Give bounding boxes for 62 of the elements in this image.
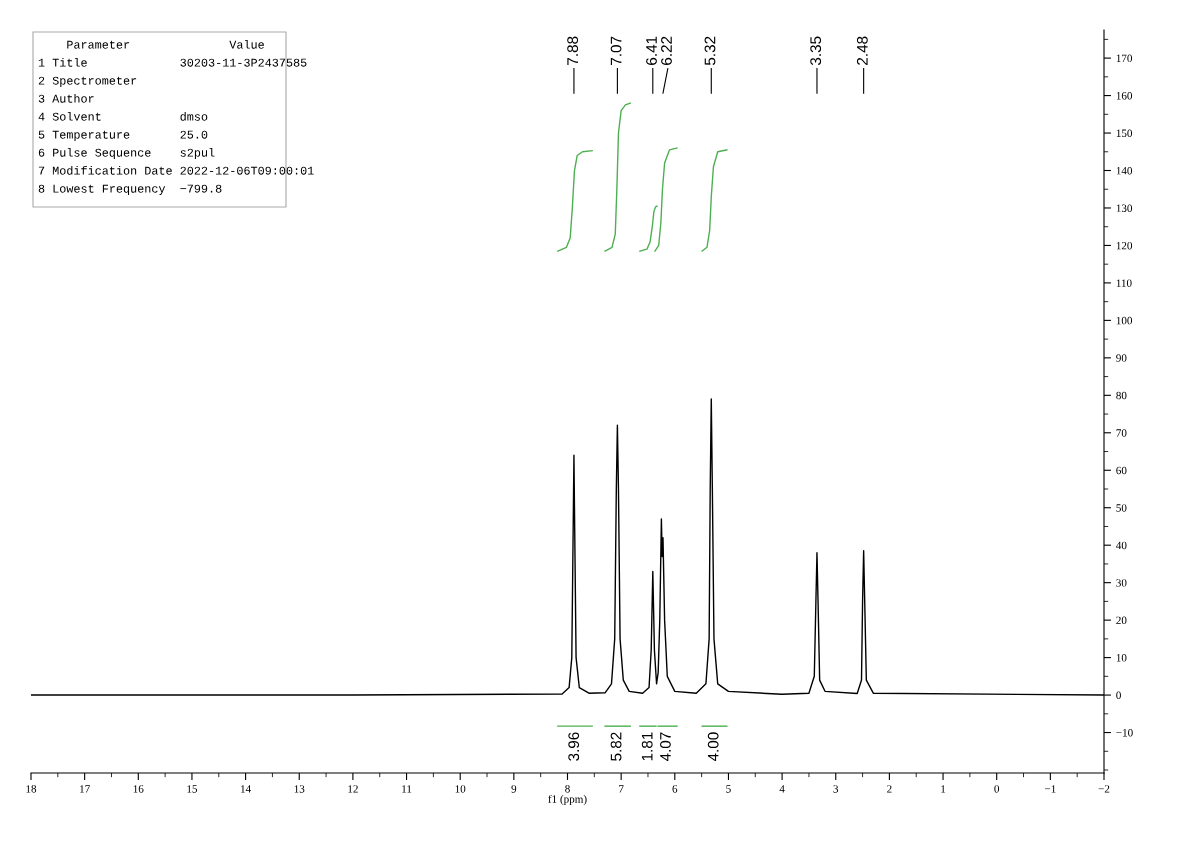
x-tick-label: 14 [241, 785, 251, 793]
annotation: 5 Temperature 25.0 [38, 130, 208, 141]
x-tick-label: 10 [455, 785, 466, 793]
y-tick-label: 20 [1116, 616, 1127, 625]
annotation: 6.22 [661, 36, 672, 65]
x-tick-label: 11 [402, 785, 412, 793]
x-tick-label: 18 [26, 785, 37, 793]
annotation: 1.81 [641, 732, 653, 761]
y-tick-label: 60 [1116, 466, 1127, 475]
annotation: 6 Pulse Sequence s2pul [38, 148, 215, 159]
y-tick-label: 0 [1116, 691, 1121, 700]
annotation: 2.48 [856, 36, 868, 65]
annotation: 6.41 [646, 36, 657, 65]
annotation: 5.32 [704, 36, 716, 66]
y-tick-label: 150 [1116, 129, 1133, 137]
annotation: 7.88 [567, 36, 579, 65]
x-tick-label: 4 [779, 785, 785, 793]
y-tick-label: 120 [1116, 241, 1133, 250]
x-tick-label: 7 [619, 785, 624, 793]
annotation: Parameter Value [67, 40, 264, 49]
annotation: 4.07 [660, 732, 671, 762]
annotation: 5.82 [610, 732, 622, 761]
x-tick-label: 1 [941, 785, 946, 793]
annotation: 2 Spectrometer [38, 76, 137, 87]
y-tick-label: 30 [1116, 579, 1127, 587]
annotation: 3.96 [568, 732, 580, 761]
x-tick-label: 2 [887, 785, 892, 793]
x-tick-label: 15 [187, 785, 198, 793]
y-tick-label: 140 [1116, 166, 1133, 175]
x-tick-label: 8 [565, 785, 570, 793]
y-tick-label: 130 [1116, 204, 1133, 212]
x-tick-label: 3 [833, 785, 839, 793]
annotation: 3.35 [810, 36, 822, 66]
annotation: 4.00 [707, 732, 719, 762]
y-tick-label: 80 [1116, 391, 1127, 400]
x-axis-title: f1 (ppm) [548, 794, 587, 806]
x-tick-label: 5 [726, 785, 731, 793]
y-tick-label: 160 [1116, 92, 1133, 100]
y-tick-label: −10 [1116, 729, 1133, 737]
y-tick-label: 10 [1116, 654, 1127, 662]
y-tick-label: 50 [1116, 504, 1127, 512]
annotation: 4 Solvent dmso [38, 112, 208, 121]
y-tick-label: 100 [1116, 316, 1133, 325]
x-tick-label: 17 [80, 785, 90, 793]
annotation: 3 Author [38, 94, 94, 103]
annotation: 7 Modification Date 2022-12-06T09:00:01 [38, 166, 314, 175]
y-tick-label: 110 [1116, 279, 1132, 287]
y-tick-label: 40 [1116, 541, 1127, 550]
annotation: 7.07 [610, 36, 622, 65]
x-tick-label: 9 [511, 785, 517, 793]
x-tick-label: −2 [1098, 785, 1110, 793]
y-tick-label: 90 [1116, 354, 1127, 362]
annotation: 8 Lowest Frequency −799.8 [38, 184, 222, 195]
x-tick-label: 16 [133, 785, 144, 793]
x-tick-label: −1 [1044, 785, 1056, 793]
y-tick-label: 170 [1116, 54, 1133, 63]
x-tick-label: 13 [294, 785, 305, 793]
y-tick-label: 70 [1116, 429, 1127, 437]
x-tick-label: 0 [994, 785, 1000, 793]
x-tick-label: 6 [672, 785, 678, 793]
annotation: 1 Title 30203-11-3P2437585 [38, 58, 307, 67]
x-tick-label: 12 [348, 785, 358, 793]
